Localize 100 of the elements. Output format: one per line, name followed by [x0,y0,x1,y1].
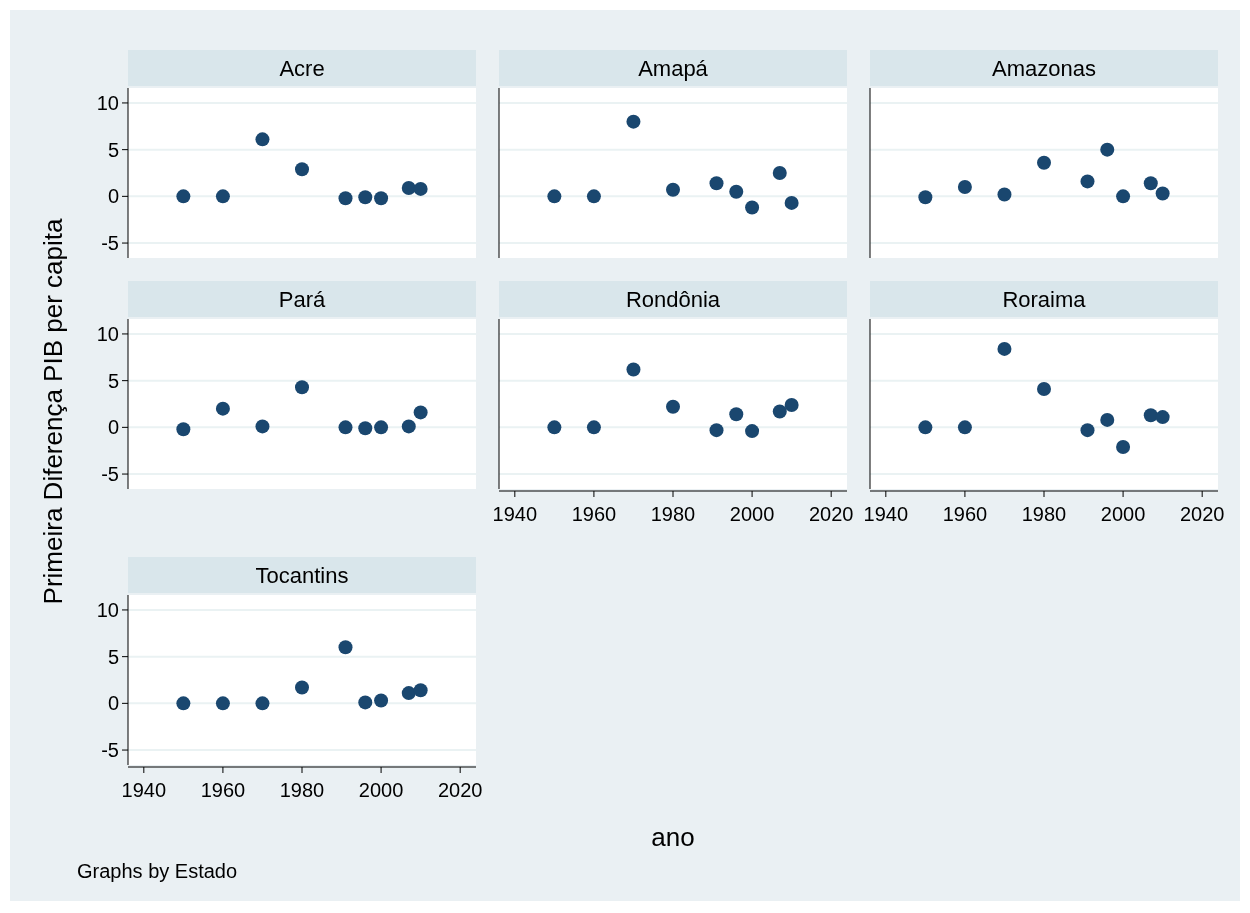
point [1116,189,1131,204]
chart-title: Tocantins [255,563,349,588]
point [547,420,562,435]
y-tick-label: 0 [107,416,119,439]
point [358,421,373,436]
x-tick-label: 2020 [437,779,483,801]
point [918,420,933,435]
point [338,420,353,435]
point [255,132,270,147]
point [918,190,933,205]
x-tick-label: 1940 [121,779,167,801]
point [295,680,309,695]
x-tick-label: 1960 [942,503,988,525]
point [358,190,373,205]
point [772,404,787,419]
point [1155,186,1170,201]
point [626,362,641,377]
point [338,640,353,655]
point [729,184,744,199]
chart-title: Roraima [1002,287,1087,312]
point [1037,155,1051,170]
y-tick-label: 5 [107,138,119,161]
x-tick-label: 1940 [863,503,909,525]
point [1037,382,1051,397]
text: Graphs by Estado [77,860,238,882]
x-tick-label: 2000 [358,779,404,801]
point [1100,142,1115,157]
point [413,683,428,698]
point [1100,412,1115,427]
x-tick-label: 1980 [279,779,325,801]
point [176,696,191,711]
point [772,166,787,180]
y-tick-label: 10 [96,322,119,345]
point [176,422,191,437]
point [1155,410,1170,425]
x-tick-label: 1940 [492,503,538,525]
point [215,401,230,416]
y-tick-label: -5 [101,232,119,255]
point [1080,174,1095,189]
chart-title: Acre [279,56,325,81]
point [401,686,416,701]
point [957,180,972,195]
point [1143,176,1158,191]
x-tick-label: 2020 [808,503,854,525]
point [413,405,428,420]
x-tick-label: 1960 [571,503,617,525]
x-tick-label: 2000 [1100,503,1146,525]
point [586,189,601,204]
point [358,695,373,710]
point [997,187,1012,202]
point [745,424,760,439]
x-tick-label: 1980 [1021,503,1067,525]
point [784,195,799,210]
point [295,380,309,395]
point [401,180,416,195]
chart-title: Rondônia [625,287,721,312]
point [215,696,230,711]
point [729,407,744,422]
y-tick-label: 10 [96,598,119,621]
point [1143,408,1158,423]
chart-title: Pará [278,287,326,312]
point [413,181,428,196]
point [547,189,562,204]
point [745,200,760,215]
point [215,189,230,204]
point [295,162,309,177]
point [255,696,270,711]
point [997,341,1012,356]
x-tick-label: 1960 [200,779,246,801]
point [374,191,389,206]
point [1080,423,1095,438]
x-tick-label: 1980 [650,503,696,525]
y-tick-label: 5 [107,645,119,668]
point [176,189,191,204]
y-tick-label: 0 [107,185,119,208]
chart-title: Amazonas [992,56,1096,81]
point [1116,439,1131,454]
x-axis-title: ano [651,822,695,852]
point [666,182,680,197]
point [626,114,641,129]
point [255,419,270,434]
point [709,423,724,438]
point [374,693,389,708]
y-tick-label: -5 [101,463,119,486]
point [338,191,353,206]
point [586,420,601,435]
point [666,399,680,414]
y-tick-label: -5 [101,739,119,762]
y-tick-label: 0 [107,692,119,715]
x-tick-label: 2020 [1179,503,1225,525]
point [709,176,724,191]
point [374,420,389,435]
chart-title: Amapá [638,56,709,81]
x-tick-label: 2000 [729,503,775,525]
y-tick-label: 5 [107,369,119,392]
point [957,420,972,435]
point [784,397,799,412]
y-tick-label: 10 [96,91,119,114]
point [401,419,416,434]
y-axis-title: Primeira Diferença PIB per capita [38,218,68,605]
